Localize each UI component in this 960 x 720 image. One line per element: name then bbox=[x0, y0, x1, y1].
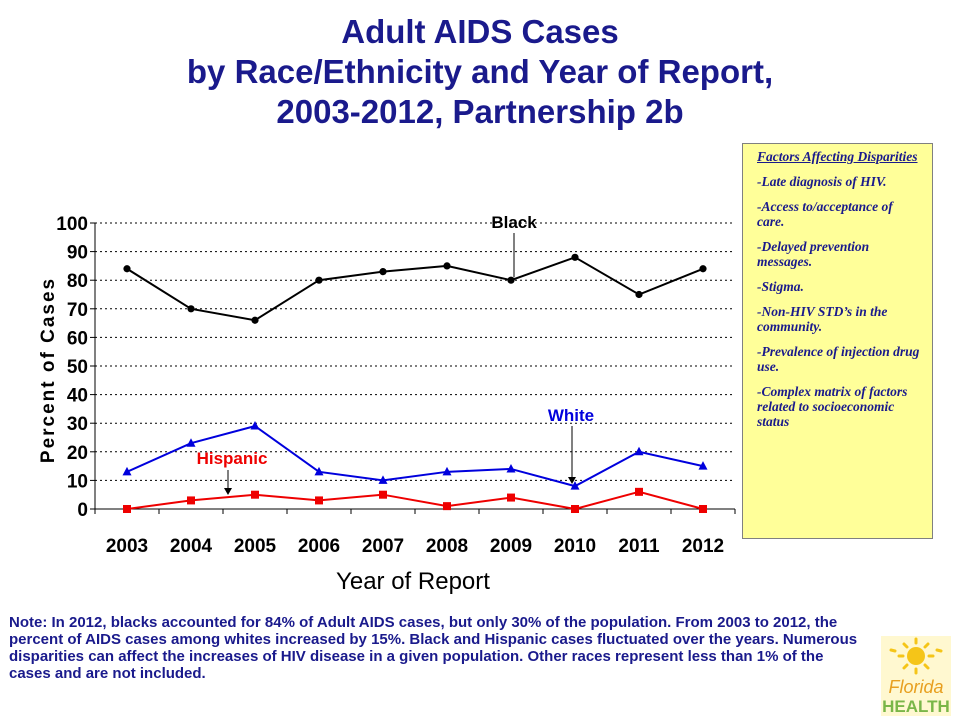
y-tick-label: 20 bbox=[67, 443, 88, 464]
data-point-hispanic bbox=[123, 505, 131, 513]
x-tick-label: 2004 bbox=[170, 536, 213, 557]
sun-icon bbox=[889, 637, 943, 675]
x-tick-label: 2006 bbox=[298, 536, 340, 557]
y-axis-label: Percent of Cases bbox=[38, 277, 59, 463]
chart-title: Adult AIDS Cases by Race/Ethnicity and Y… bbox=[0, 12, 960, 132]
series-labels: Black White Hispanic bbox=[197, 213, 594, 495]
x-tick-label: 2007 bbox=[362, 536, 404, 557]
x-tick-label: 2012 bbox=[682, 536, 724, 557]
y-tick-label: 40 bbox=[67, 386, 88, 407]
series-line-black bbox=[126, 256, 704, 322]
series-group bbox=[122, 253, 708, 513]
data-point-white bbox=[378, 475, 388, 484]
data-point-black bbox=[635, 290, 643, 299]
factor-item: -Delayed prevention messages. bbox=[757, 239, 870, 269]
data-point-black bbox=[379, 268, 387, 276]
factor-item: -Complex matrix of factors related to so… bbox=[757, 384, 908, 429]
data-point-black bbox=[315, 276, 323, 284]
title-line-2: by Race/Ethnicity and Year of Report, bbox=[186, 53, 774, 90]
y-tick-label: 90 bbox=[67, 243, 88, 264]
data-point-hispanic bbox=[315, 496, 323, 505]
factor-item: -Stigma. bbox=[757, 279, 804, 294]
title-line-3: 2003-2012, Partnership 2b bbox=[276, 93, 684, 130]
series-line-hispanic bbox=[126, 490, 704, 511]
logo-word-health: HEALTH bbox=[882, 697, 950, 716]
factor-item: -Access to/acceptance of care. bbox=[757, 199, 893, 229]
data-point-white bbox=[570, 481, 580, 490]
data-point-hispanic bbox=[187, 496, 195, 505]
x-tick-label: 2011 bbox=[618, 536, 660, 557]
x-tick-label: 2010 bbox=[554, 536, 596, 557]
factor-item: -Non-HIV STD’s in the community. bbox=[757, 304, 888, 334]
y-tick-label: 50 bbox=[67, 357, 88, 378]
x-tick-label: 2009 bbox=[490, 536, 532, 557]
data-point-hispanic bbox=[443, 502, 451, 511]
factor-item: -Prevalence of injection drug use. bbox=[757, 344, 920, 374]
data-point-hispanic bbox=[251, 490, 259, 499]
florida-health-logo: Florida HEALTH bbox=[881, 636, 951, 716]
data-point-white bbox=[186, 438, 196, 447]
series-line-white bbox=[126, 424, 704, 488]
title-line-1: Adult AIDS Cases bbox=[341, 13, 619, 50]
series-label-hispanic: Hispanic bbox=[197, 449, 268, 468]
data-point-black bbox=[187, 305, 195, 313]
note-text: Note: In 2012, blacks accounted for 84% … bbox=[9, 614, 858, 682]
factors-heading: Factors Affecting Disparities bbox=[757, 149, 918, 164]
data-point-white bbox=[250, 421, 260, 430]
data-point-black bbox=[571, 253, 579, 261]
data-point-white bbox=[634, 446, 644, 456]
data-point-hispanic bbox=[571, 505, 579, 513]
logo-word-florida: Florida bbox=[888, 677, 943, 697]
y-tick-label: 60 bbox=[67, 328, 88, 349]
data-point-black bbox=[443, 262, 451, 270]
x-axis-label: Year of Report bbox=[336, 568, 490, 595]
data-point-black bbox=[123, 265, 131, 273]
series-label-white: White bbox=[548, 406, 594, 425]
data-point-black bbox=[507, 276, 515, 284]
data-point-hispanic bbox=[379, 490, 387, 499]
x-tick-label: 2008 bbox=[426, 536, 468, 557]
data-point-hispanic bbox=[507, 493, 515, 502]
axes bbox=[90, 222, 736, 514]
y-tick-label: 80 bbox=[67, 271, 88, 292]
factor-item: -Late diagnosis of HIV. bbox=[757, 174, 887, 189]
x-tick-label: 2005 bbox=[234, 536, 277, 557]
y-tick-labels: 0 10 20 30 40 50 60 70 80 90 100 bbox=[56, 214, 88, 521]
x-tick-labels: 2003 2004 2005 2006 2007 2008 2009 2010 2011 2012 bbox=[106, 536, 724, 557]
gridlines bbox=[95, 222, 735, 481]
data-point-white bbox=[442, 466, 452, 476]
y-tick-label: 30 bbox=[67, 414, 88, 435]
factors-box: Factors Affecting Disparities -Late diag… bbox=[742, 143, 933, 539]
hispanic-arrowhead bbox=[224, 488, 232, 495]
data-point-black bbox=[251, 316, 259, 324]
series-label-black: Black bbox=[491, 213, 537, 232]
data-point-hispanic bbox=[699, 505, 707, 513]
y-tick-label: 0 bbox=[77, 500, 88, 521]
data-point-white bbox=[506, 463, 516, 473]
white-arrowhead bbox=[568, 477, 576, 484]
data-point-white bbox=[314, 466, 324, 476]
x-tick-label: 2003 bbox=[106, 536, 148, 557]
data-point-white bbox=[122, 466, 132, 476]
data-point-black bbox=[699, 265, 707, 273]
y-tick-label: 10 bbox=[67, 471, 88, 492]
data-point-hispanic bbox=[635, 487, 643, 496]
y-tick-label: 70 bbox=[67, 300, 88, 321]
data-point-white bbox=[698, 461, 708, 470]
y-tick-label: 100 bbox=[56, 214, 88, 235]
